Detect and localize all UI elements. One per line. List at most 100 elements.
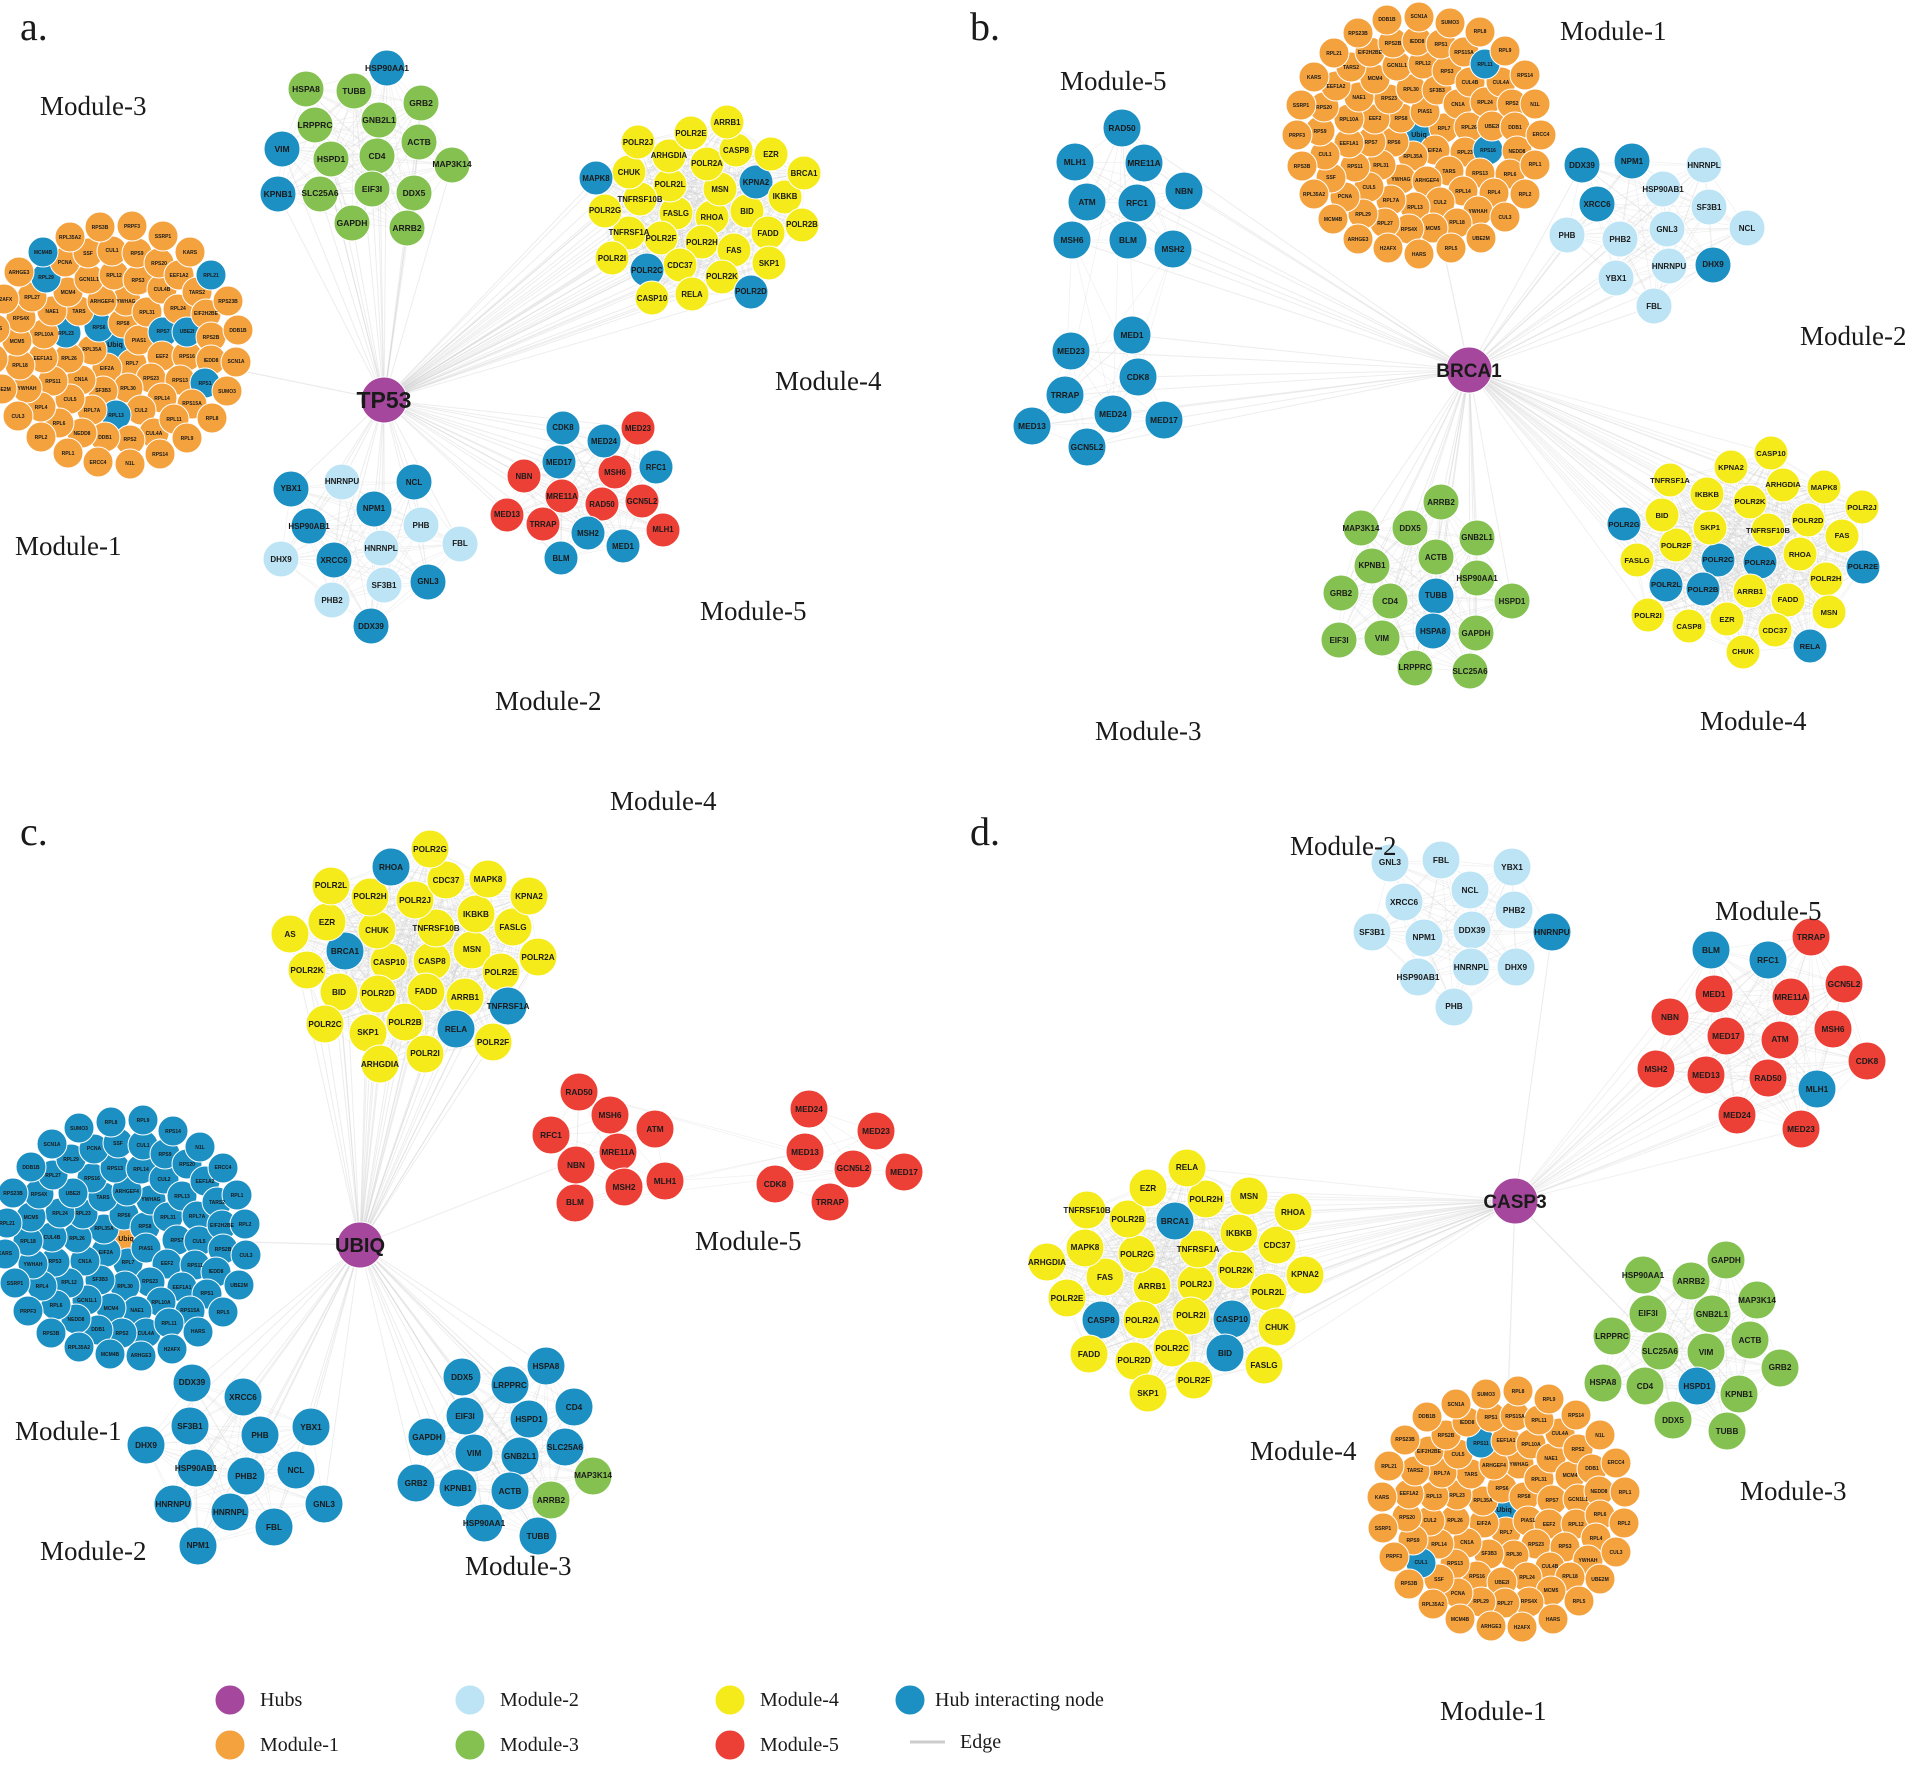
svg-text:TRRAP: TRRAP	[816, 1197, 845, 1207]
svg-text:RPS13: RPS13	[172, 378, 188, 384]
svg-text:CDC37: CDC37	[1264, 1241, 1291, 1250]
svg-text:YWHAG: YWHAG	[116, 299, 135, 305]
svg-text:RPS3: RPS3	[131, 278, 144, 284]
svg-text:RHOA: RHOA	[701, 213, 724, 222]
svg-text:RPL23: RPL23	[1457, 150, 1473, 156]
svg-text:NAE1: NAE1	[45, 309, 59, 315]
svg-text:YWHAH: YWHAH	[1579, 1558, 1598, 1564]
svg-text:RPL6: RPL6	[50, 1303, 63, 1309]
svg-text:Ubiq: Ubiq	[1496, 1507, 1512, 1514]
svg-text:RPS9: RPS9	[130, 251, 143, 257]
svg-text:NAE1: NAE1	[1352, 95, 1366, 101]
svg-text:CDK8: CDK8	[1127, 372, 1150, 382]
svg-text:RPL6: RPL6	[1594, 1512, 1607, 1518]
svg-text:ERCC4: ERCC4	[90, 460, 107, 466]
svg-text:SCN1A: SCN1A	[1411, 14, 1428, 20]
svg-text:SSRP1: SSRP1	[7, 1281, 24, 1287]
svg-text:YWHAH: YWHAH	[18, 386, 37, 392]
svg-text:MSH6: MSH6	[604, 468, 626, 477]
svg-text:CN1A: CN1A	[78, 1259, 92, 1265]
svg-text:EEF1A1: EEF1A1	[1340, 141, 1359, 147]
svg-text:CUL4A: CUL4A	[1493, 80, 1510, 86]
svg-text:N1L: N1L	[1595, 1433, 1604, 1439]
svg-text:GCN5L2: GCN5L2	[1828, 979, 1861, 989]
svg-text:RPS11: RPS11	[1347, 164, 1363, 170]
svg-text:FBL: FBL	[266, 1523, 282, 1532]
svg-text:RPL24: RPL24	[1477, 100, 1493, 106]
svg-text:RPL9: RPL9	[1499, 48, 1512, 54]
svg-text:H2AFX: H2AFX	[1380, 246, 1397, 252]
svg-text:RPL13: RPL13	[1426, 1494, 1442, 1500]
svg-text:RPL13: RPL13	[174, 1194, 190, 1200]
svg-text:KPNA2: KPNA2	[1291, 1270, 1319, 1279]
svg-text:TUBB: TUBB	[527, 1532, 550, 1541]
svg-text:RPL11: RPL11	[1477, 62, 1493, 68]
svg-text:ERCC4: ERCC4	[1533, 132, 1550, 138]
svg-text:GNL3: GNL3	[417, 577, 439, 586]
svg-text:KPNA2: KPNA2	[515, 892, 543, 901]
svg-text:RPL9: RPL9	[181, 436, 194, 442]
svg-text:RPS14: RPS14	[165, 1129, 181, 1135]
svg-text:TNFRSF10B: TNFRSF10B	[617, 195, 662, 204]
svg-text:MCM5: MCM5	[1544, 1588, 1559, 1594]
svg-text:SUMO3: SUMO3	[218, 389, 236, 395]
svg-text:MSH2: MSH2	[1161, 244, 1184, 254]
svg-text:MED23: MED23	[862, 1126, 890, 1136]
svg-text:RPL29: RPL29	[1473, 1599, 1489, 1605]
svg-text:HNRNPU: HNRNPU	[325, 477, 359, 486]
svg-text:SCN1A: SCN1A	[44, 1142, 61, 1148]
svg-text:POLR2H: POLR2H	[1189, 1195, 1222, 1204]
svg-text:POLR2D: POLR2D	[735, 287, 767, 296]
svg-text:NCL: NCL	[1461, 885, 1478, 895]
svg-text:RPL13: RPL13	[108, 413, 124, 419]
svg-text:ACTB: ACTB	[1739, 1336, 1762, 1345]
svg-text:MAPK8: MAPK8	[582, 174, 610, 183]
svg-text:MAPK8: MAPK8	[474, 875, 503, 884]
svg-text:IEDD8: IEDD8	[209, 1269, 224, 1275]
svg-text:SF3B3: SF3B3	[92, 1277, 108, 1283]
svg-text:RPS16: RPS16	[84, 1176, 100, 1182]
svg-text:ARHGDIA: ARHGDIA	[1765, 480, 1801, 489]
svg-text:RPL9: RPL9	[137, 1118, 150, 1124]
svg-text:RPS13: RPS13	[107, 1166, 123, 1172]
svg-text:SSRP1: SSRP1	[155, 234, 172, 240]
svg-text:POLR2A: POLR2A	[691, 159, 723, 168]
svg-text:RPL27: RPL27	[1377, 221, 1393, 227]
svg-text:RPS13: RPS13	[1447, 1561, 1463, 1567]
svg-text:SCN1A: SCN1A	[1448, 1402, 1465, 1408]
svg-text:RPL35A2: RPL35A2	[1303, 192, 1325, 198]
svg-text:EIF2A: EIF2A	[1428, 148, 1443, 154]
svg-text:HARS: HARS	[1546, 1617, 1561, 1623]
svg-text:Module-5: Module-5	[695, 1226, 801, 1256]
svg-text:MED13: MED13	[791, 1147, 819, 1157]
svg-text:KARS: KARS	[183, 250, 198, 256]
svg-text:DDB1: DDB1	[1585, 1466, 1599, 1472]
svg-text:CUL4A: CUL4A	[138, 1331, 155, 1337]
svg-text:RPL2: RPL2	[239, 1222, 252, 1228]
svg-text:Module-5: Module-5	[700, 596, 806, 626]
svg-text:CDC37: CDC37	[667, 261, 693, 270]
svg-text:POLR2A: POLR2A	[1125, 1316, 1158, 1325]
svg-text:RPS23B: RPS23B	[1348, 31, 1368, 37]
svg-text:NBN: NBN	[516, 472, 533, 481]
svg-text:RPL12: RPL12	[1415, 61, 1431, 67]
svg-text:POLR2J: POLR2J	[1180, 1280, 1212, 1289]
svg-text:CASP10: CASP10	[1756, 449, 1786, 458]
svg-text:EIF2A: EIF2A	[99, 1250, 114, 1256]
svg-text:PCNA: PCNA	[58, 260, 73, 266]
svg-text:RFC1: RFC1	[1126, 198, 1148, 208]
svg-text:FADD: FADD	[1778, 595, 1799, 604]
svg-text:CUL4A: CUL4A	[1552, 1431, 1569, 1437]
svg-text:NEDD8: NEDD8	[1591, 1489, 1608, 1495]
svg-text:MSH2: MSH2	[1644, 1064, 1667, 1074]
svg-text:NEDD8: NEDD8	[1509, 149, 1526, 155]
svg-text:RPS3B: RPS3B	[43, 1331, 60, 1337]
svg-text:RPS9: RPS9	[1406, 1538, 1419, 1544]
svg-text:BLM: BLM	[1119, 235, 1137, 245]
svg-text:GAPDH: GAPDH	[1462, 629, 1491, 638]
svg-text:VIM: VIM	[274, 144, 289, 154]
svg-text:RPL18: RPL18	[1562, 1574, 1578, 1580]
svg-text:BRCA1: BRCA1	[1436, 361, 1502, 382]
svg-text:RPS20: RPS20	[1399, 1515, 1415, 1521]
svg-text:DDX5: DDX5	[403, 188, 426, 198]
